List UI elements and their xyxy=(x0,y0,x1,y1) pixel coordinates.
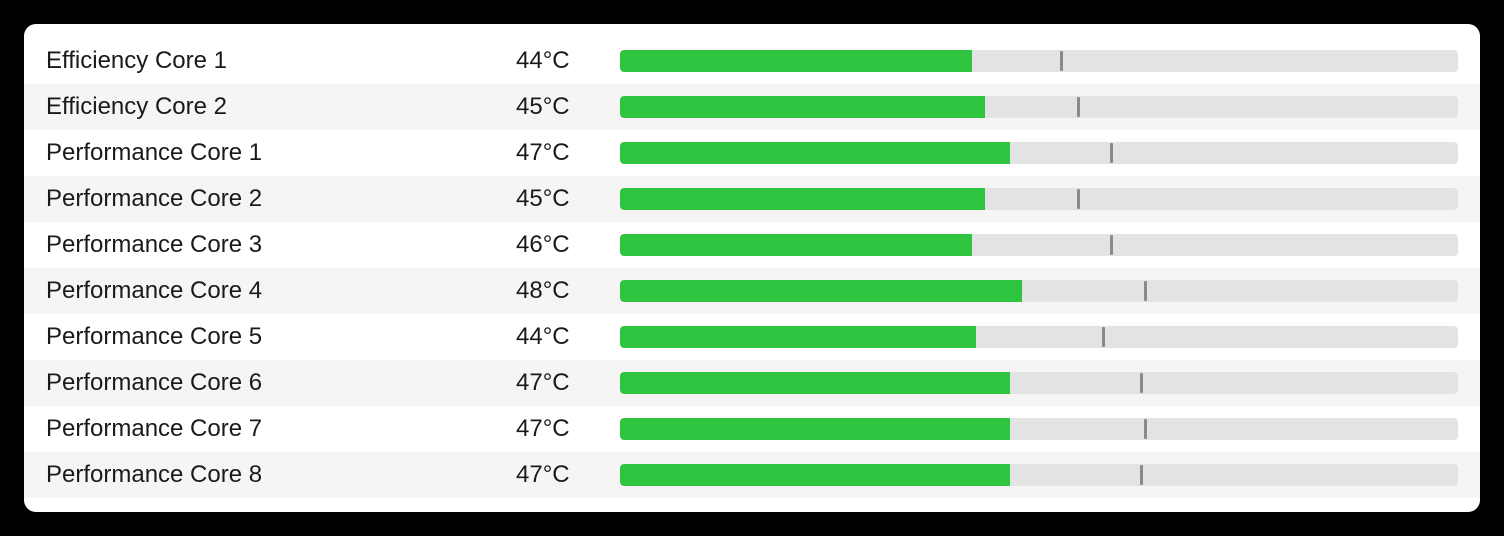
temp-bar xyxy=(620,418,1458,440)
sensor-row: Performance Core 647°C xyxy=(24,360,1480,406)
temp-bar-fill xyxy=(620,50,972,72)
temp-bar-fill xyxy=(620,234,972,256)
temp-bar-fill xyxy=(620,326,976,348)
sensor-name: Efficiency Core 2 xyxy=(46,93,516,121)
sensor-name: Performance Core 1 xyxy=(46,139,516,167)
temp-bar xyxy=(620,96,1458,118)
sensor-row: Performance Core 346°C xyxy=(24,222,1480,268)
temp-bar-peak-mark xyxy=(1060,51,1063,71)
temp-bar-peak-mark xyxy=(1144,419,1147,439)
sensor-row: Performance Core 544°C xyxy=(24,314,1480,360)
sensor-temp: 45°C xyxy=(516,185,596,213)
sensor-row: Efficiency Core 144°C xyxy=(24,38,1480,84)
temp-bar xyxy=(620,234,1458,256)
temp-bar-fill xyxy=(620,142,1010,164)
sensor-name: Performance Core 7 xyxy=(46,415,516,443)
temp-bar xyxy=(620,50,1458,72)
temp-bar-fill xyxy=(620,464,1010,486)
sensor-row: Performance Core 147°C xyxy=(24,130,1480,176)
sensor-row: Efficiency Core 245°C xyxy=(24,84,1480,130)
temp-bar-peak-mark xyxy=(1110,143,1113,163)
sensor-temp: 48°C xyxy=(516,277,596,305)
temp-bar xyxy=(620,142,1458,164)
temp-bar-peak-mark xyxy=(1077,189,1080,209)
sensor-panel: Efficiency Core 144°CEfficiency Core 245… xyxy=(24,24,1480,512)
temp-bar-fill xyxy=(620,280,1022,302)
sensor-temp: 47°C xyxy=(516,415,596,443)
temp-bar-peak-mark xyxy=(1140,373,1143,393)
temp-bar-fill xyxy=(620,418,1010,440)
sensor-temp: 47°C xyxy=(516,461,596,489)
sensor-temp: 44°C xyxy=(516,47,596,75)
sensor-row: Performance Core 847°C xyxy=(24,452,1480,498)
sensor-name: Performance Core 3 xyxy=(46,231,516,259)
temp-bar xyxy=(620,188,1458,210)
temp-bar-peak-mark xyxy=(1102,327,1105,347)
sensor-temp: 44°C xyxy=(516,323,596,351)
temp-bar-fill xyxy=(620,372,1010,394)
sensor-name: Performance Core 2 xyxy=(46,185,516,213)
temp-bar-peak-mark xyxy=(1077,97,1080,117)
sensor-name: Performance Core 6 xyxy=(46,369,516,397)
temp-bar-peak-mark xyxy=(1110,235,1113,255)
temp-bar xyxy=(620,372,1458,394)
sensor-row: Performance Core 747°C xyxy=(24,406,1480,452)
sensor-temp: 47°C xyxy=(516,369,596,397)
sensor-name: Performance Core 5 xyxy=(46,323,516,351)
sensor-temp: 47°C xyxy=(516,139,596,167)
sensor-temp: 45°C xyxy=(516,93,596,121)
sensor-name: Performance Core 4 xyxy=(46,277,516,305)
temp-bar-fill xyxy=(620,96,985,118)
sensor-row: Performance Core 448°C xyxy=(24,268,1480,314)
sensor-name: Performance Core 8 xyxy=(46,461,516,489)
temp-bar-fill xyxy=(620,188,985,210)
temp-bar-peak-mark xyxy=(1144,281,1147,301)
sensor-row: Performance Core 245°C xyxy=(24,176,1480,222)
sensor-name: Efficiency Core 1 xyxy=(46,47,516,75)
temp-bar-peak-mark xyxy=(1140,465,1143,485)
sensor-temp: 46°C xyxy=(516,231,596,259)
temp-bar xyxy=(620,464,1458,486)
temp-bar xyxy=(620,280,1458,302)
temp-bar xyxy=(620,326,1458,348)
